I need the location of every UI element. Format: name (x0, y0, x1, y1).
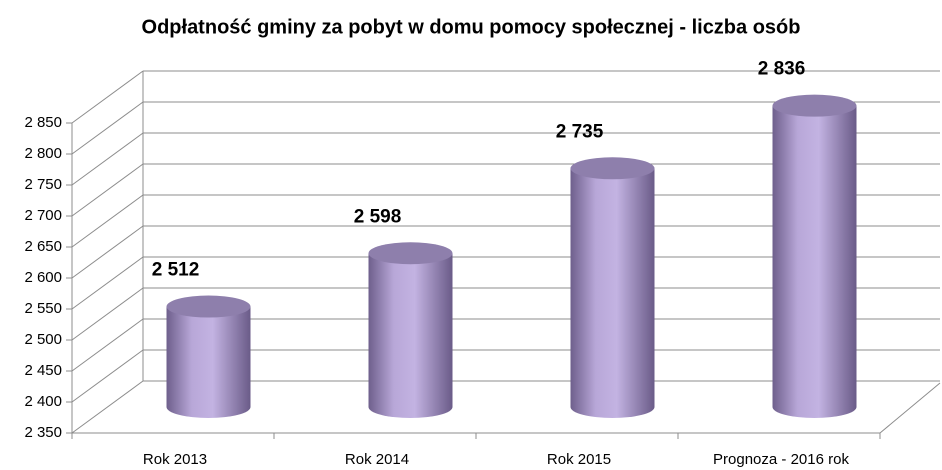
grid-line (71, 287, 144, 341)
cylinder (368, 253, 453, 418)
grid-line (71, 256, 144, 310)
data-label: 2 598 (354, 206, 402, 227)
data-label: 2 512 (152, 260, 200, 281)
data-label: 2 735 (556, 121, 604, 142)
x-tick-label: Prognoza - 2016 rok (713, 451, 849, 468)
grid-line (71, 132, 144, 186)
y-tick-label: 2 500 (24, 331, 62, 348)
y-tick-label: 2 450 (24, 362, 62, 379)
y-tick-label: 2 600 (24, 269, 62, 286)
cylinder-top (570, 157, 655, 180)
grid-line (71, 101, 144, 155)
x-tick-label: Rok 2013 (143, 451, 207, 468)
y-tick-label: 2 800 (24, 145, 62, 162)
y-tick-label: 2 350 (24, 424, 62, 441)
y-tick-label: 2 400 (24, 393, 62, 410)
cylinder (166, 306, 251, 418)
chart-title: Odpłatność gminy za pobyt w domu pomocy … (142, 16, 801, 38)
x-tick-label: Rok 2015 (547, 451, 611, 468)
floor-edge (879, 382, 941, 434)
cylinder (570, 168, 655, 418)
cylinder-top (772, 94, 857, 117)
y-tick-label: 2 650 (24, 238, 62, 255)
y-tick-label: 2 550 (24, 300, 62, 317)
y-tick-label: 2 750 (24, 176, 62, 193)
cylinder-top (166, 295, 251, 318)
grid-line (71, 194, 144, 248)
grid-line (71, 349, 144, 403)
grid-line (71, 380, 144, 434)
grid-line (71, 225, 144, 279)
cylinder (772, 105, 857, 419)
data-label: 2 836 (758, 59, 806, 80)
grid-line (71, 163, 144, 217)
grid-line (71, 70, 144, 124)
grid-line (71, 318, 144, 372)
x-tick-label: Rok 2014 (345, 451, 409, 468)
y-tick-label: 2 700 (24, 207, 62, 224)
y-tick-label: 2 850 (24, 114, 62, 131)
cylinder-top (368, 242, 453, 265)
